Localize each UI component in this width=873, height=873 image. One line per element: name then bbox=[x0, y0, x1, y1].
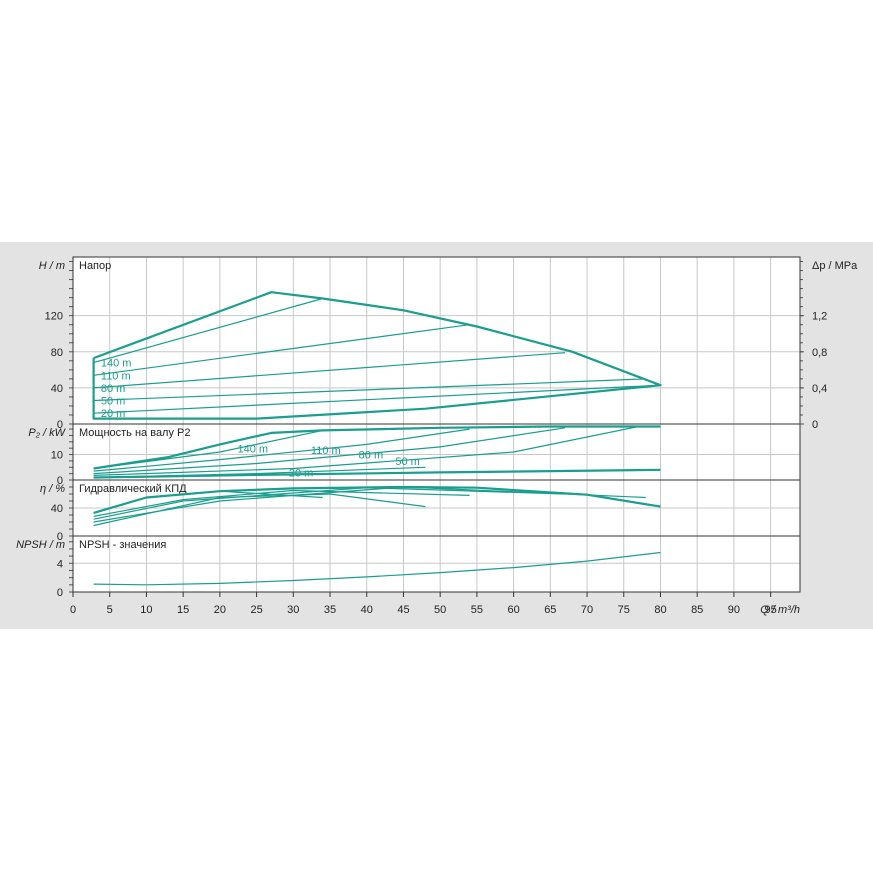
x-tick-label: 85 bbox=[691, 604, 703, 616]
y-tick-label: 40 bbox=[51, 383, 63, 395]
x-tick-label: 25 bbox=[250, 604, 262, 616]
series-line bbox=[93, 384, 661, 414]
y-tick-label: 0 bbox=[57, 475, 63, 487]
x-tick-label: 90 bbox=[728, 604, 740, 616]
series-label: 140 m bbox=[101, 358, 132, 370]
series-line bbox=[93, 297, 323, 364]
series-label: 20 m bbox=[101, 408, 125, 420]
y-tick-label: 10 bbox=[51, 450, 63, 462]
y-axis-label: NPSH / m bbox=[16, 539, 65, 551]
panel-title: NPSH - значения bbox=[79, 539, 166, 551]
series-label: 140 m bbox=[237, 443, 268, 455]
x-tick-label: 20 bbox=[214, 604, 226, 616]
y-tick-label: 4 bbox=[57, 558, 63, 570]
series-label: 110 m bbox=[101, 370, 131, 382]
x-tick-label: 95 bbox=[765, 604, 777, 616]
x-tick-label: 60 bbox=[507, 604, 519, 616]
x-tick-label: 40 bbox=[361, 604, 373, 616]
x-tick-label: 80 bbox=[654, 604, 666, 616]
y-tick-label: 40 bbox=[51, 503, 63, 515]
series-line bbox=[93, 378, 646, 402]
plot-frame bbox=[72, 256, 801, 593]
y-right-tick-label: 0,8 bbox=[812, 347, 827, 359]
panel-title: Мощность на валу P2 bbox=[79, 427, 191, 439]
y-axis-label: H / m bbox=[39, 260, 65, 272]
y-tick-label: 0 bbox=[57, 531, 63, 543]
y-axis-label: η / % bbox=[40, 483, 65, 495]
series-line bbox=[93, 352, 566, 389]
x-tick-label: 45 bbox=[397, 604, 409, 616]
y-tick-label: 0 bbox=[57, 587, 63, 599]
envelope-curve bbox=[92, 291, 662, 420]
panel-title: Гидравлический КПД bbox=[79, 483, 187, 495]
series-label: 50 m bbox=[395, 456, 419, 468]
x-tick-label: 30 bbox=[287, 604, 299, 616]
panel-efficiency: 0 40 η / % Гидравлический КПД bbox=[40, 479, 800, 543]
y-tick-label: 80 bbox=[51, 347, 63, 359]
series-label: 50 m bbox=[101, 396, 125, 408]
x-tick-label: 50 bbox=[434, 604, 446, 616]
x-tick-label: 15 bbox=[177, 604, 189, 616]
series-line bbox=[93, 493, 426, 527]
y-right-axis-label: Δp / MPa bbox=[812, 260, 858, 272]
series-label: 80 m bbox=[359, 449, 383, 461]
envelope-curve bbox=[93, 425, 661, 470]
chart-panel: 0 40 80 120 0 0,4 0,8 1,2 Δp / MPa H / m Напор 140 … bbox=[0, 242, 873, 629]
x-tick-label: 65 bbox=[544, 604, 556, 616]
series-line bbox=[93, 324, 470, 376]
series-label: 80 m bbox=[101, 383, 125, 395]
x-tick-label: 70 bbox=[581, 604, 593, 616]
x-tick-label: 0 bbox=[70, 604, 76, 616]
series-line bbox=[93, 489, 470, 517]
series-line bbox=[93, 429, 323, 470]
y-right-tick-label: 1,2 bbox=[812, 311, 827, 323]
panel-power: 0 10 P₂ / kW Мощность на валу P2 140 m 110 m 8… bbox=[28, 425, 800, 487]
panel-head: 0 40 80 120 0 0,4 0,8 1,2 Δp / MPa H / m Напор 140 … bbox=[39, 260, 858, 431]
y-tick-label: 120 bbox=[45, 311, 63, 323]
series-line bbox=[93, 427, 566, 475]
x-tick-label: 10 bbox=[140, 604, 152, 616]
series-line bbox=[93, 425, 639, 476]
y-right-tick-label: 0 bbox=[812, 419, 818, 431]
series-line bbox=[93, 487, 566, 520]
y-axis-label: P₂ / kW bbox=[28, 427, 66, 439]
x-axis-label: Q / m³/h bbox=[760, 604, 800, 616]
y-right-tick-label: 0,4 bbox=[812, 383, 827, 395]
x-tick-label: 55 bbox=[471, 604, 483, 616]
panel-title: Напор bbox=[79, 260, 111, 272]
series-label: 20 m bbox=[289, 467, 313, 479]
envelope-curve bbox=[93, 468, 661, 479]
series-label: 110 m bbox=[311, 445, 341, 457]
series-line bbox=[93, 428, 470, 472]
series-line bbox=[93, 551, 661, 586]
x-tick-label: 35 bbox=[324, 604, 336, 616]
series-line bbox=[93, 466, 426, 479]
x-tick-label: 5 bbox=[107, 604, 113, 616]
x-tick-label: 75 bbox=[618, 604, 630, 616]
y-tick-label: 0 bbox=[57, 419, 63, 431]
